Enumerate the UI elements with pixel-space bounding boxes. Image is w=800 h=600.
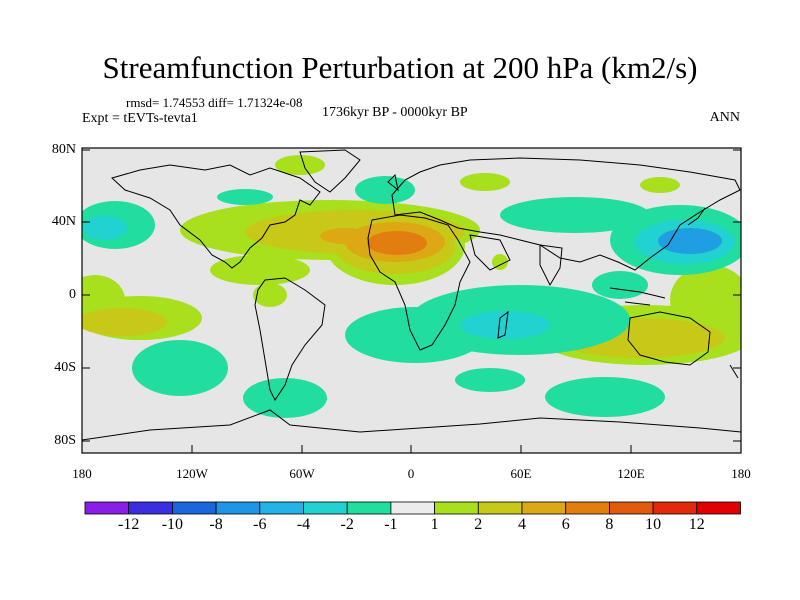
- colorbar-swatch-1: [84, 501, 130, 515]
- y-tick-label: 40S: [54, 360, 76, 375]
- colorbar-label: -2: [340, 516, 354, 533]
- y-tick-label: 0: [69, 287, 76, 302]
- plot-title: Streamfunction Perturbation at 200 hPa (…: [102, 50, 698, 85]
- colorbar-swatch-15: [696, 501, 741, 515]
- colorbar-label: 8: [605, 516, 614, 533]
- stats-line: rmsd= 1.74553 diff= 1.71324e-08: [126, 95, 303, 110]
- colorbar-label: 6: [561, 516, 570, 533]
- colorbar-label: 1: [430, 516, 439, 533]
- colorbar-swatch-3: [171, 501, 217, 515]
- colorbar-label: -8: [209, 516, 223, 533]
- colorbar-swatch-11: [521, 501, 567, 515]
- colorbar-label: 4: [518, 516, 526, 533]
- colorbar-label: -12: [118, 516, 140, 533]
- colorbar-label: 10: [645, 516, 662, 533]
- colorbar-swatch-5: [259, 501, 304, 515]
- coastlines: [82, 149, 741, 441]
- colorbar-label: -4: [296, 516, 311, 533]
- colorbar-swatch-10: [477, 501, 523, 515]
- experiment-label: Expt = tEVTs-tevta1: [82, 111, 198, 126]
- season-label: ANN: [709, 110, 740, 125]
- colorbar: [84, 501, 741, 515]
- colorbar-swatch-6: [303, 501, 348, 515]
- x-tick-label: 180: [72, 466, 92, 481]
- colorbar-label: 12: [688, 516, 705, 533]
- y-tick-label: 80N: [51, 142, 76, 157]
- period-label: 1736kyr BP - 0000kyr BP: [322, 105, 468, 120]
- y-tick-label: 40N: [51, 214, 76, 229]
- colorbar-label: 2: [474, 516, 483, 533]
- y-tick-label: 80S: [54, 433, 76, 448]
- colorbar-swatch-4: [215, 501, 261, 515]
- colorbar-swatch-8: [390, 501, 435, 515]
- contour-field: [82, 155, 741, 418]
- x-tick-label: 120E: [617, 466, 645, 481]
- x-tick-label: 180: [731, 466, 751, 481]
- x-tick-label: 60E: [510, 466, 532, 481]
- colorbar-swatch-7: [346, 501, 392, 515]
- colorbar-swatch-2: [128, 501, 173, 515]
- x-ticks: [81, 445, 742, 453]
- colorbar-label: -1: [384, 516, 398, 533]
- x-tick-label: 0: [407, 466, 415, 481]
- y-ticks: [82, 149, 741, 442]
- x-tick-label: 120W: [176, 466, 208, 481]
- colorbar-label: -10: [161, 516, 184, 533]
- x-tick-label: 60W: [289, 466, 315, 481]
- colorbar-swatch-13: [609, 501, 654, 515]
- colorbar-swatch-9: [434, 501, 479, 515]
- colorbar-label: -6: [253, 516, 267, 533]
- colorbar-swatch-12: [565, 501, 610, 515]
- colorbar-swatch-14: [652, 501, 698, 515]
